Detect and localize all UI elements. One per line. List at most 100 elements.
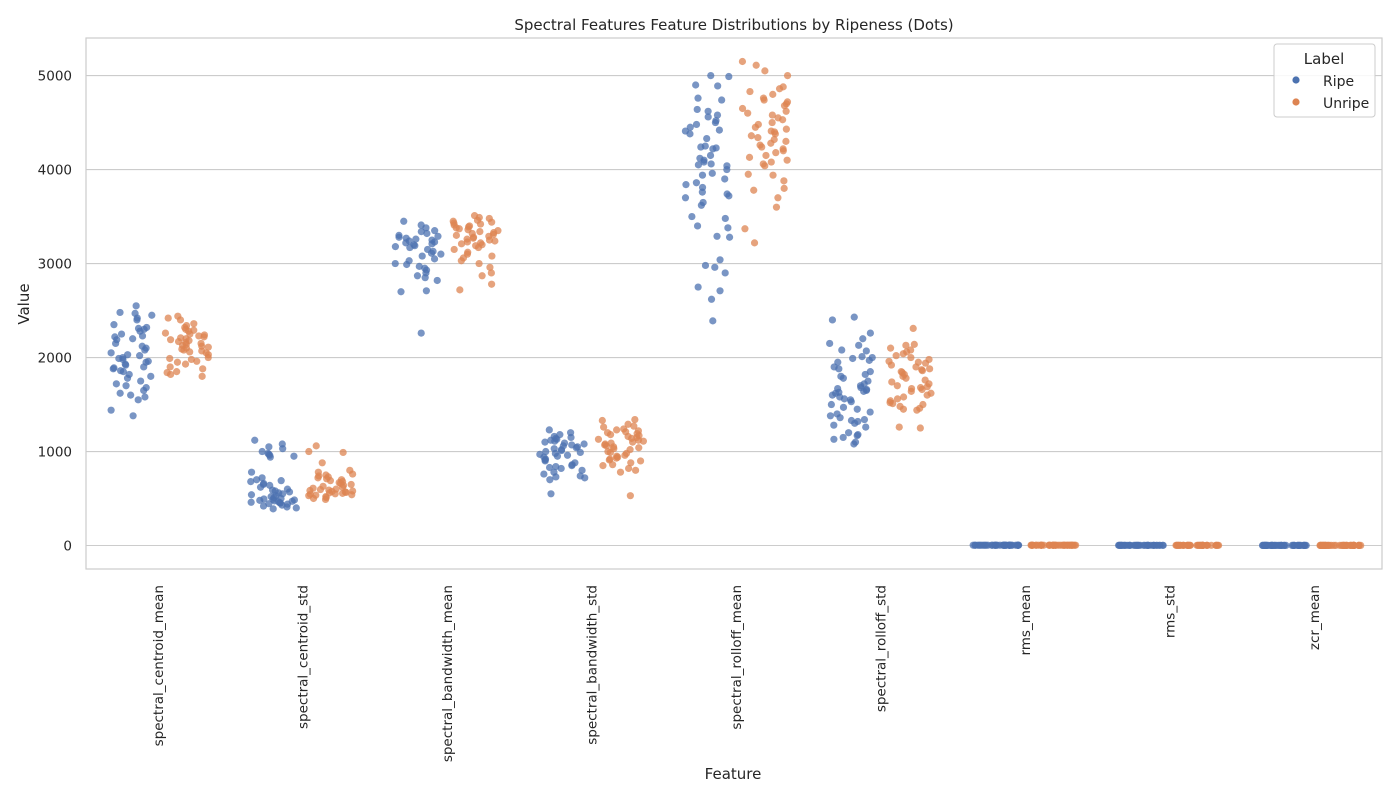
data-point-ripe bbox=[391, 243, 400, 251]
data-point-ripe bbox=[265, 443, 273, 451]
data-point-unripe bbox=[887, 361, 896, 369]
data-point-unripe bbox=[339, 489, 347, 497]
data-point-ripe bbox=[866, 408, 874, 416]
legend-marker-unripe bbox=[1292, 98, 1300, 106]
data-point-unripe bbox=[349, 470, 357, 478]
y-axis-label: Value bbox=[15, 283, 33, 324]
data-point-ripe bbox=[417, 329, 425, 337]
y-tick-label: 5000 bbox=[38, 69, 72, 85]
data-point-ripe bbox=[862, 347, 870, 355]
data-point-ripe bbox=[542, 447, 550, 456]
data-point-ripe bbox=[828, 316, 837, 324]
data-point-unripe bbox=[1199, 541, 1207, 549]
data-point-unripe bbox=[488, 252, 496, 260]
data-point-unripe bbox=[741, 225, 749, 233]
data-point-unripe bbox=[176, 316, 185, 324]
data-point-unripe bbox=[771, 130, 779, 138]
data-point-unripe bbox=[456, 286, 464, 294]
data-point-unripe bbox=[199, 365, 207, 373]
data-point-ripe bbox=[580, 440, 588, 448]
data-point-ripe bbox=[138, 332, 147, 340]
data-point-ripe bbox=[277, 477, 285, 485]
data-point-ripe bbox=[430, 255, 439, 263]
data-point-ripe bbox=[397, 288, 405, 296]
x-tick-label: zcr_mean bbox=[1307, 585, 1323, 650]
data-point-ripe bbox=[1122, 541, 1130, 549]
data-point-unripe bbox=[635, 444, 643, 452]
data-point-unripe bbox=[747, 132, 755, 140]
data-point-unripe bbox=[775, 85, 784, 93]
data-point-ripe bbox=[692, 81, 700, 89]
data-point-unripe bbox=[452, 231, 460, 239]
data-point-unripe bbox=[318, 459, 326, 467]
data-point-unripe bbox=[166, 354, 174, 363]
chart-title: Spectral Features Feature Distributions … bbox=[514, 16, 953, 34]
data-point-unripe bbox=[450, 245, 458, 254]
data-point-unripe bbox=[899, 350, 907, 358]
data-point-ripe bbox=[1153, 541, 1161, 549]
data-point-unripe bbox=[893, 382, 901, 390]
data-point-ripe bbox=[148, 311, 156, 319]
data-point-unripe bbox=[892, 352, 900, 360]
data-point-ripe bbox=[693, 222, 702, 230]
data-point-unripe bbox=[173, 358, 182, 366]
data-point-ripe bbox=[576, 448, 584, 457]
data-point-unripe bbox=[457, 257, 465, 265]
data-point-ripe bbox=[845, 429, 853, 437]
data-point-unripe bbox=[609, 461, 617, 469]
data-point-unripe bbox=[1355, 541, 1363, 550]
data-point-ripe bbox=[112, 339, 120, 348]
data-point-ripe bbox=[247, 498, 255, 506]
data-point-unripe bbox=[630, 422, 638, 430]
data-point-ripe bbox=[688, 212, 696, 221]
data-point-unripe bbox=[629, 438, 637, 446]
legend-label-unripe: Unripe bbox=[1323, 96, 1369, 112]
data-point-ripe bbox=[110, 321, 118, 329]
data-point-unripe bbox=[782, 137, 790, 145]
data-point-ripe bbox=[107, 349, 115, 357]
data-point-ripe bbox=[412, 235, 420, 243]
data-point-ripe bbox=[283, 503, 291, 511]
data-point-ripe bbox=[975, 541, 983, 549]
data-point-unripe bbox=[166, 370, 175, 379]
legend-box bbox=[1273, 43, 1376, 118]
data-point-ripe bbox=[715, 126, 723, 134]
data-point-ripe bbox=[1302, 541, 1310, 550]
data-point-ripe bbox=[826, 339, 834, 348]
y-tick-label: 3000 bbox=[38, 257, 72, 273]
data-point-unripe bbox=[762, 151, 770, 160]
data-point-ripe bbox=[725, 192, 733, 200]
data-point-unripe bbox=[750, 239, 759, 247]
y-tick-label: 0 bbox=[63, 539, 72, 555]
legend-label-ripe: Ripe bbox=[1323, 74, 1354, 90]
data-point-ripe bbox=[256, 483, 265, 491]
data-point-unripe bbox=[621, 451, 629, 459]
data-point-unripe bbox=[487, 269, 495, 277]
data-point-ripe bbox=[686, 123, 694, 131]
data-point-ripe bbox=[830, 435, 838, 443]
data-point-ripe bbox=[117, 330, 126, 338]
data-point-unripe bbox=[1339, 541, 1347, 550]
data-point-ripe bbox=[851, 419, 859, 427]
data-point-ripe bbox=[427, 249, 436, 257]
data-point-unripe bbox=[774, 194, 782, 202]
data-point-unripe bbox=[1173, 541, 1181, 549]
data-point-unripe bbox=[200, 333, 208, 341]
data-point-unripe bbox=[744, 170, 752, 178]
data-point-unripe bbox=[783, 156, 791, 164]
data-point-ripe bbox=[551, 437, 559, 445]
data-point-ripe bbox=[247, 468, 256, 476]
data-point-unripe bbox=[606, 448, 614, 457]
data-point-unripe bbox=[625, 464, 633, 473]
data-point-ripe bbox=[694, 283, 702, 291]
data-point-ripe bbox=[563, 451, 572, 459]
data-point-ripe bbox=[693, 105, 701, 114]
data-point-unripe bbox=[598, 416, 606, 425]
data-point-ripe bbox=[1294, 541, 1302, 550]
data-point-ripe bbox=[266, 453, 274, 461]
data-point-ripe bbox=[132, 302, 140, 310]
data-point-ripe bbox=[122, 361, 130, 369]
data-point-unripe bbox=[476, 220, 485, 228]
data-point-unripe bbox=[912, 363, 920, 371]
